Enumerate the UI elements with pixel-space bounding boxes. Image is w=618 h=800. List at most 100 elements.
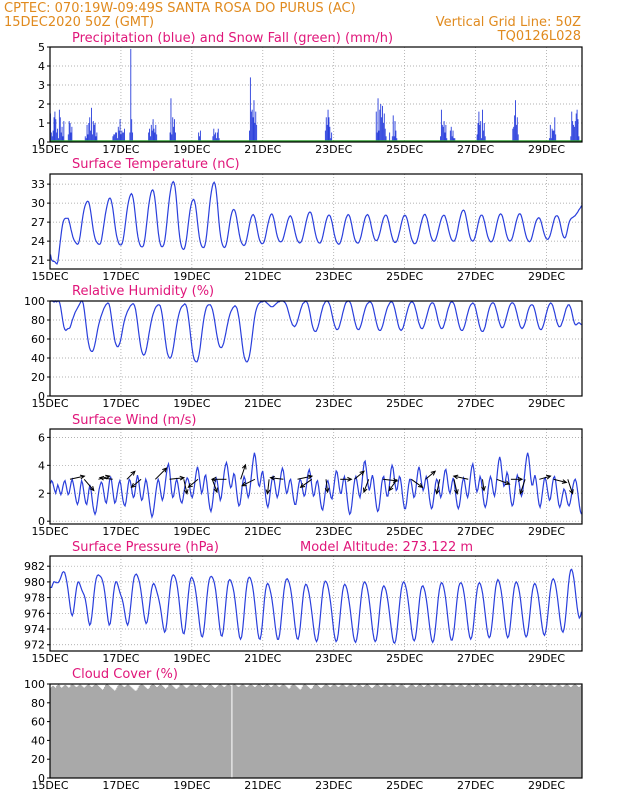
precipitation-bar (132, 132, 134, 142)
precipitation-bar (51, 136, 53, 142)
pressure-x-tick-label: 23DEC (315, 652, 352, 665)
humidity-x-tick-label: 23DEC (315, 397, 352, 410)
precipitation-bar (391, 136, 393, 142)
wind-arrow-head (546, 474, 552, 480)
precipitation-bar (199, 130, 201, 142)
precipitation-bar (62, 136, 64, 142)
precipitation-bar (213, 128, 215, 142)
precipitation-bar (214, 134, 216, 142)
wind-y-tick-label: 0 (38, 515, 45, 528)
pressure-x-tick-label: 21DEC (244, 652, 281, 665)
precipitation-bar (479, 124, 481, 142)
wind-arrow-head (269, 475, 275, 481)
precipitation-bar (53, 117, 55, 142)
humidity-x-tick-label: 17DEC (102, 397, 139, 410)
precipitation-bar (88, 123, 90, 142)
wind-x-tick-label: 15DEC (31, 525, 68, 538)
wind-arrow (354, 470, 365, 480)
wind-arrow (388, 479, 398, 491)
precipitation-bar (377, 98, 379, 142)
humidity-x-tick-label: 15DEC (31, 397, 68, 410)
precipitation-bar (515, 100, 516, 142)
wind-arrow (567, 479, 574, 494)
wind-arrow-head (388, 486, 394, 492)
precipitation-bar (573, 124, 574, 142)
wind-arrow (270, 477, 284, 480)
temperature-title: Surface Temperature (nC) (72, 157, 240, 172)
temperature-y-tick-label: 33 (31, 178, 45, 191)
wind-arrow (241, 478, 256, 487)
precipitation-bar (385, 136, 387, 142)
wind-arrow-head (504, 480, 511, 485)
precipitation-bar (216, 132, 218, 142)
temperature-panel: Surface Temperature (nC) 15DEC 17DEC 19DEC… (31, 157, 583, 283)
precipitation-bar (61, 126, 63, 142)
precipitation-bar (95, 136, 97, 142)
wind-arrow (240, 464, 246, 480)
wind-arrow-head (324, 487, 330, 494)
pressure-panel: Surface Pressure (hPa) Model Altitude: 2… (24, 540, 583, 665)
precipitation-bar (514, 115, 516, 142)
wind-arrow (382, 478, 398, 482)
wind-arrow (126, 470, 136, 480)
precipitation-bar (122, 132, 124, 142)
pressure-y-tick-label: 982 (24, 560, 45, 573)
wind-series-line (49, 452, 583, 520)
header-model: TQ0126L028 (497, 29, 581, 44)
precipitation-bar (118, 130, 120, 142)
precipitation-bar (117, 126, 119, 142)
cloud-cover-area (50, 684, 582, 778)
pressure-y-tick-label: 978 (24, 592, 45, 605)
cloud-cover-frame (49, 683, 583, 779)
pressure-y-tick-label: 972 (24, 639, 45, 652)
temperature-x-tick-label: 21DEC (244, 270, 281, 283)
humidity-y-tick-label: 20 (31, 371, 45, 384)
precipitation-bar (198, 132, 200, 142)
precipitation-panel: Precipitation (blue) and Snow Fall (gree… (31, 31, 583, 156)
wind-arrow (83, 478, 95, 491)
wind-arrow-head (454, 489, 459, 495)
precipitation-bar (477, 123, 479, 142)
precipitation-bar (217, 128, 219, 142)
precipitation-bar (476, 134, 478, 142)
precipitation-bar (444, 132, 446, 142)
precipitation-bar (119, 119, 121, 142)
wind-x-tick-label: 19DEC (173, 525, 210, 538)
precipitation-bar (86, 124, 88, 142)
precipitation-bar (549, 124, 551, 142)
pressure-x-tick-label: 19DEC (173, 652, 210, 665)
precipitation-bar (570, 136, 572, 142)
precipitation-y-tick-label: 1 (38, 117, 45, 130)
precipitation-bar (251, 109, 253, 142)
precipitation-bar (112, 136, 114, 142)
precipitation-bar (215, 132, 217, 142)
precipitation-bar (113, 134, 115, 142)
precipitation-bar (325, 117, 327, 142)
cloud-cover-x-tick-label: 25DEC (386, 779, 423, 792)
cloud-cover-y-tick-label: 60 (31, 716, 45, 729)
humidity-series-line (50, 300, 582, 363)
precipitation-bar (90, 130, 92, 142)
precipitation-bar (216, 138, 217, 142)
precipitation-bar (218, 138, 220, 142)
precipitation-bar (151, 130, 153, 142)
precipitation-bar (383, 113, 385, 142)
wind-arrow-head (105, 474, 111, 480)
wind-arrow (325, 479, 329, 493)
wind-arrow-head (130, 482, 137, 489)
precipitation-bar (150, 124, 152, 142)
pressure-y-tick-label: 976 (24, 607, 45, 620)
precipitation-bar (174, 119, 175, 142)
precipitation-bar (380, 104, 382, 142)
precipitation-bar (326, 124, 328, 142)
wind-x-tick-label: 17DEC (102, 525, 139, 538)
precipitation-bar (63, 121, 65, 142)
precipitation-bar (392, 115, 394, 142)
precipitation-bar (70, 132, 72, 142)
precipitation-bar (71, 126, 73, 142)
wind-arrow-head (569, 489, 574, 495)
precipitation-bar (452, 130, 454, 142)
wind-arrow-head (452, 474, 459, 480)
precipitation-x-tick-label: 27DEC (457, 143, 494, 156)
precipitation-bar (114, 134, 116, 142)
